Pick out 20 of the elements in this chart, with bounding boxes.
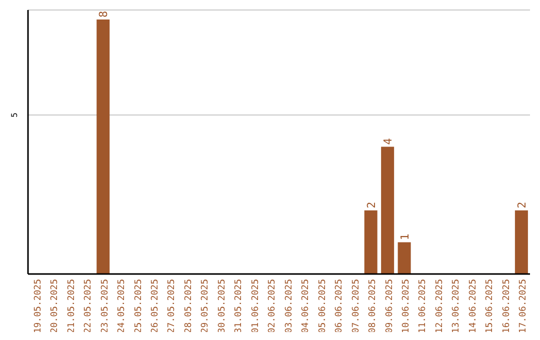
x-tick-label: 11.06.2025 — [418, 279, 428, 334]
bar — [364, 210, 378, 274]
bar — [398, 242, 411, 274]
data-label: 2 — [515, 202, 528, 208]
x-tick-label: 19.05.2025 — [33, 279, 44, 334]
x-tick-label: 14.06.2025 — [468, 279, 478, 334]
x-tick-label: 15.06.2025 — [485, 279, 496, 334]
x-tick-label: 16.06.2025 — [502, 279, 512, 334]
x-tick-label: 17.06.2025 — [518, 279, 529, 334]
bar — [96, 20, 110, 274]
x-tick-label: 12.06.2025 — [434, 279, 445, 334]
x-tick-label: 10.06.2025 — [402, 279, 412, 334]
y-tick-label: 5 — [10, 112, 19, 118]
bar — [381, 146, 394, 274]
data-label: 8 — [97, 10, 110, 18]
data-label: 4 — [382, 138, 395, 145]
data-label: 1 — [398, 234, 412, 240]
x-tick-label: 13.06.2025 — [452, 279, 462, 334]
data-label: 2 — [364, 202, 378, 208]
bar — [514, 210, 528, 274]
